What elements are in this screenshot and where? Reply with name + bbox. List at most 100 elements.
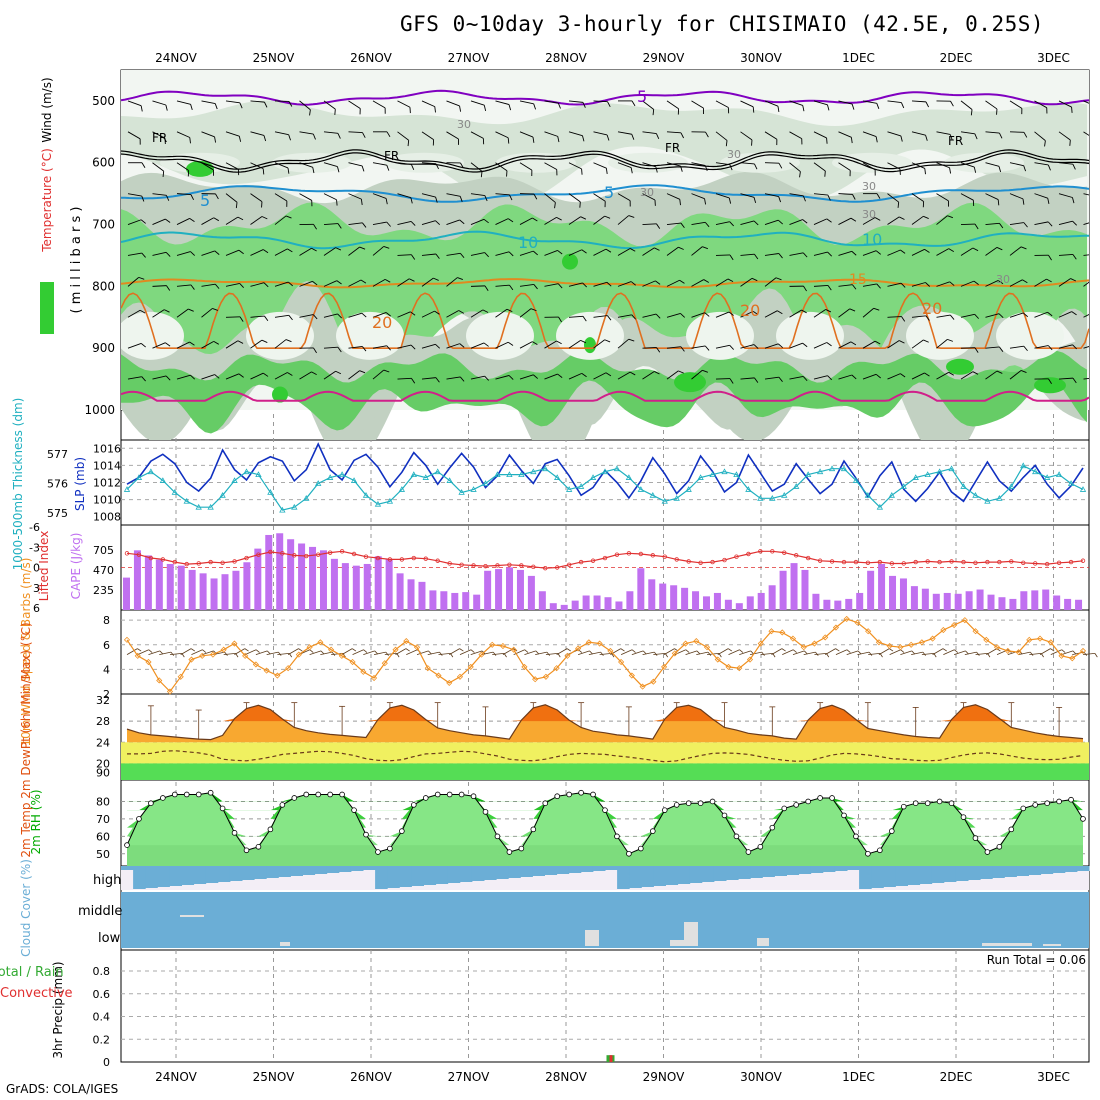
rh-point — [602, 807, 608, 813]
wind-barb-shaft — [568, 339, 581, 349]
cape-bar — [735, 603, 743, 610]
wind-barb-flag — [435, 163, 440, 170]
lifted-index-point — [387, 557, 393, 562]
surface-barb-shaft — [363, 650, 375, 655]
thickness-point — [1043, 474, 1051, 480]
wind-barb-shaft — [740, 131, 753, 141]
wind-barb — [740, 162, 758, 170]
wind-barb-flag — [214, 103, 218, 110]
cloud-high-bar — [459, 866, 473, 882]
surface-barb-shaft — [470, 650, 483, 655]
cape-bar — [133, 550, 141, 610]
wind-speed-point — [682, 640, 689, 647]
wind-barb-flag — [383, 369, 390, 373]
rh-point — [948, 800, 955, 806]
wind-barb — [1009, 100, 1023, 115]
cloud-high-bar — [822, 866, 836, 872]
rh-point — [1032, 802, 1038, 808]
rh-point — [793, 802, 799, 808]
lifted-index-point — [578, 559, 584, 565]
surface-barb-shaft — [191, 649, 203, 655]
wind-speed-point — [532, 676, 539, 683]
surface-barb-shaft — [663, 648, 675, 655]
wind-barb-shaft — [372, 162, 387, 166]
wind-barb-shaft — [960, 131, 975, 135]
wind-barb-flag — [778, 162, 783, 169]
lifted-index-point — [913, 559, 918, 565]
thickness-point — [123, 486, 131, 492]
lifted-index-point — [746, 551, 751, 557]
lifted-index-point — [363, 554, 369, 559]
wind-barb-flag — [533, 284, 538, 290]
wind-speed-point — [521, 663, 528, 670]
wind-barb — [1058, 344, 1078, 350]
wind-barb-shaft — [201, 217, 214, 225]
wind-barb-flag — [655, 280, 661, 285]
date-label-top: 29NOV — [643, 51, 685, 65]
contour-20 — [121, 292, 1089, 349]
cloud-low-clear — [670, 940, 684, 946]
surface-barb-flag — [835, 648, 840, 652]
wind-barb-flag — [459, 105, 462, 112]
rh-point — [219, 805, 226, 812]
surface-barb-shaft — [234, 648, 246, 655]
wind-barb-shaft — [666, 131, 681, 134]
surface-barb-flag — [470, 649, 475, 653]
wind-barb-flag — [1069, 140, 1071, 146]
wind-speed-point — [252, 661, 259, 668]
surface-wind-barb — [1039, 648, 1055, 655]
surface-barb-flag — [954, 649, 959, 653]
wind-barb-flag — [1023, 222, 1028, 228]
wind-barb-flag — [949, 167, 952, 174]
wind-barb — [813, 309, 832, 318]
thickness-point — [147, 468, 155, 475]
wind-barb-shaft — [1058, 377, 1073, 380]
cloud-high-bar — [1040, 866, 1054, 874]
precip-tick-label: 0 — [103, 1056, 110, 1069]
wind-barb-shaft — [519, 100, 534, 105]
wind-barb-flag — [628, 215, 635, 218]
thickness-point — [912, 474, 919, 480]
wind-barb-flag — [313, 224, 317, 230]
wind-barb-shaft — [372, 345, 387, 349]
wind-barb-flag — [704, 345, 710, 351]
wind-barb-flag — [556, 216, 562, 221]
surface-wind-barb — [352, 649, 368, 655]
wind-barb — [323, 247, 342, 256]
wind-barb-flag — [1023, 165, 1027, 172]
thickness-point — [996, 494, 1003, 501]
wind-barb-shaft — [1083, 100, 1089, 107]
wind-barb-flag — [484, 375, 489, 381]
wind-barb-flag — [654, 247, 660, 251]
wind-speed-point — [499, 642, 507, 650]
rh-point — [506, 849, 513, 855]
wind-barb-shaft — [1034, 162, 1049, 166]
wind-barb-shaft — [838, 284, 853, 287]
wind-barb — [691, 279, 710, 287]
wind-barb-flag — [262, 249, 269, 254]
wind-barb — [960, 347, 979, 353]
precip-tick-label: 0.8 — [93, 965, 111, 978]
wind-barb — [1034, 311, 1053, 318]
cape-bar — [812, 593, 820, 610]
wind-barb-flag — [679, 199, 681, 206]
wind-barb-shaft — [519, 162, 533, 171]
wind-barb-flag — [752, 310, 759, 315]
wind-barb — [225, 316, 244, 322]
surface-barb-shaft — [911, 651, 923, 656]
thickness-point — [135, 474, 143, 480]
wind-barb-flag — [483, 218, 489, 224]
wind-barb — [740, 193, 757, 203]
wind-barb — [838, 308, 856, 318]
surface-barb-shaft — [159, 651, 172, 656]
cape-bar — [549, 603, 557, 610]
wind-barb-shaft — [740, 162, 755, 165]
wind-barb-flag — [826, 342, 832, 347]
wind-barb-shaft — [421, 377, 436, 380]
panel-frame-prec — [120, 949, 1090, 1063]
wind-barb-shaft — [862, 307, 875, 318]
wind-barb — [936, 215, 954, 225]
wind-barb — [838, 250, 857, 256]
lifted-index-point — [997, 559, 1002, 565]
wind-barb-shaft — [862, 283, 877, 287]
